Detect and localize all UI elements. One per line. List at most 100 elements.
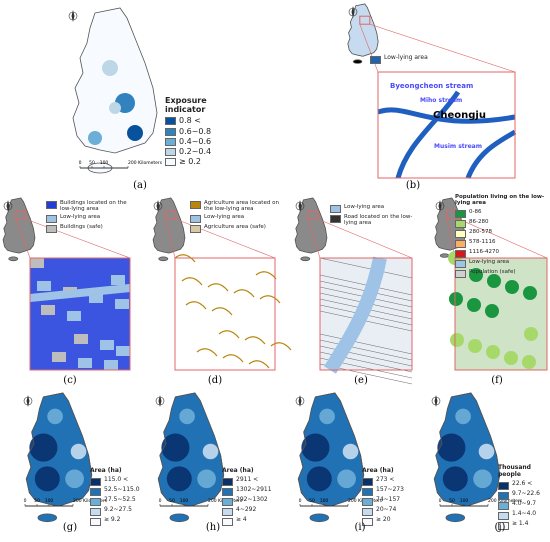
- feature: [467, 298, 481, 312]
- legend-label: 52.5~115.0: [104, 485, 140, 493]
- legend-swatch: [362, 517, 373, 526]
- inset-features: [29, 258, 131, 370]
- region: [187, 487, 202, 502]
- feature: [522, 355, 536, 369]
- legend-label: 4~292: [236, 505, 257, 513]
- feature: [504, 351, 518, 365]
- feature: [319, 339, 413, 361]
- inset-bg: [175, 258, 275, 370]
- legend-label: Buildings (safe): [60, 223, 103, 230]
- legend-label: ≥ 9.2: [104, 515, 121, 523]
- region: [179, 408, 195, 425]
- inset-lead: [25, 218, 131, 259]
- jeju: [309, 513, 330, 523]
- scale-label: 100: [460, 498, 469, 504]
- legend-swatch: [222, 507, 233, 516]
- feature: [524, 327, 538, 341]
- legend-item: 115.0 <: [90, 476, 152, 486]
- compass-needle: [71, 10, 75, 22]
- legend-item: 52.5~115.0: [90, 485, 152, 496]
- scale-label: 0: [439, 498, 442, 504]
- map: [2, 197, 36, 262]
- map: [347, 3, 379, 64]
- legend-item: Low-lying area: [370, 54, 460, 64]
- panel-label: (b): [405, 180, 421, 191]
- feature: [233, 289, 255, 298]
- jeju: [169, 513, 190, 523]
- panel-label: (h): [205, 522, 221, 533]
- feature: [319, 257, 413, 279]
- feature: [449, 292, 463, 306]
- legend-swatch: [455, 269, 466, 278]
- feature: [115, 299, 129, 309]
- legend-item: 0.4~0.6: [165, 137, 245, 146]
- legend-label: 4.0~9.7: [512, 499, 537, 507]
- compass-needle: [438, 200, 442, 212]
- region: [319, 408, 335, 425]
- legend-swatch: [165, 117, 176, 126]
- region: [161, 433, 190, 462]
- region: [306, 466, 332, 492]
- feature: [487, 274, 501, 288]
- region: [70, 443, 87, 460]
- inset-lead: [307, 219, 321, 259]
- jeju: [158, 256, 169, 262]
- legend-title: Exposure indicator: [165, 96, 207, 115]
- legend: Area (ha) 2911 < 1302~2911 292~1302 4~292 ≥ 4: [222, 467, 284, 527]
- inset-features: [174, 254, 292, 369]
- legend-label: Low-lying area: [204, 213, 245, 220]
- legend-item: 20~74: [362, 506, 424, 516]
- feature: [100, 340, 114, 350]
- legend-item: Population (safe): [455, 269, 545, 278]
- legend-label: 22.6 <: [512, 479, 533, 487]
- inset-frame: [454, 257, 548, 371]
- scale-label: 50: [309, 498, 315, 504]
- scale-label: 0: [299, 498, 302, 504]
- inset-marker: [15, 210, 27, 220]
- legend-title: Area (ha): [362, 467, 394, 474]
- feature: [196, 348, 218, 357]
- feature: [207, 283, 229, 292]
- legend-swatch: [455, 249, 466, 258]
- peninsula: [72, 7, 158, 154]
- feature: [469, 268, 483, 282]
- legend-label: 0.4~0.6: [179, 136, 212, 146]
- region: [437, 433, 466, 462]
- legend-label: Low-lying area: [60, 213, 101, 220]
- legend-swatch: [165, 137, 176, 146]
- region: [463, 487, 478, 502]
- feature: [505, 280, 519, 294]
- legend-item: ≥ 9.2: [90, 515, 152, 526]
- legend-swatch: [455, 209, 466, 218]
- legend-title: Thousand people: [498, 464, 531, 478]
- jeju: [352, 59, 363, 64]
- feature: [30, 258, 44, 268]
- legend-label: Low-lying area: [384, 54, 428, 61]
- stream: [395, 90, 461, 179]
- scale-label: 50: [89, 160, 95, 166]
- feature: [181, 277, 203, 286]
- legend-swatch: [330, 215, 341, 223]
- compass-needle: [298, 395, 302, 407]
- panel-label: (a): [133, 180, 147, 191]
- compass-needle: [26, 395, 30, 407]
- legend-label: Low-lying area: [469, 258, 510, 265]
- inset-marker: [165, 210, 177, 220]
- jeju: [37, 513, 58, 523]
- inset-label: Musim stream: [434, 143, 482, 150]
- scale-label: 100: [180, 498, 189, 504]
- scale-label: 100: [100, 160, 109, 166]
- feature: [319, 333, 413, 355]
- legend-title: Area (ha): [222, 467, 254, 474]
- legend-item: 0.2~0.4: [165, 147, 245, 156]
- legend-swatch: [190, 201, 201, 209]
- legend-label: 86-280: [469, 218, 489, 225]
- inset-label: Miho stream: [420, 97, 462, 104]
- legend-swatch: [362, 507, 373, 516]
- feature: [485, 304, 499, 318]
- legend-label: 0.6~0.8: [179, 126, 212, 136]
- legend-item: 86-280: [455, 219, 545, 228]
- legend-item: Agriculture area (safe): [190, 224, 285, 233]
- legend-swatch: [90, 487, 101, 496]
